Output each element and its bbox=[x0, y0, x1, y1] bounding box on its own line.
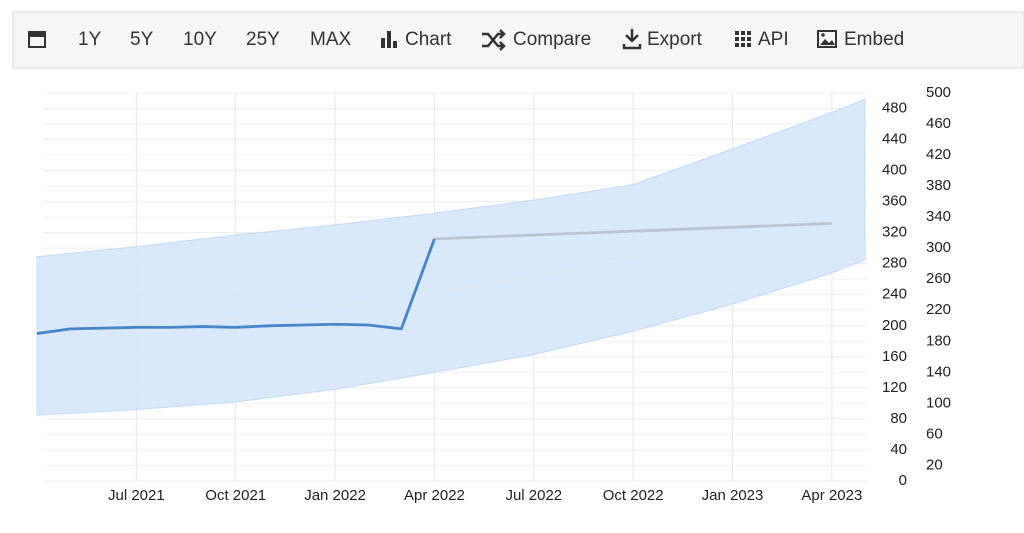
export-button[interactable]: Export bbox=[647, 29, 703, 50]
y2-tick-label: 180 bbox=[926, 332, 951, 349]
y-tick-label: 440 bbox=[882, 131, 907, 148]
plot: 0 40 80 120 160 200 240 280 320 360 400 440 480 20 60 1… bbox=[36, 84, 951, 504]
compare-icon bbox=[482, 29, 506, 51]
y-tick-label: 0 bbox=[899, 472, 907, 489]
y2-tick-label: 460 bbox=[926, 115, 951, 132]
x-tick-label: Jan 2023 bbox=[702, 487, 764, 504]
export-icon bbox=[622, 29, 642, 50]
range-5y[interactable]: 5Y bbox=[130, 29, 154, 50]
y2-tick-label: 20 bbox=[926, 456, 943, 473]
y2-tick-label: 60 bbox=[926, 425, 943, 442]
x-tick-label: Jul 2022 bbox=[505, 487, 562, 504]
x-tick-label: Jul 2021 bbox=[108, 487, 165, 504]
y-tick-label: 40 bbox=[890, 441, 907, 458]
series-line bbox=[434, 221, 832, 241]
api-button[interactable]: API bbox=[758, 29, 789, 50]
y2-tick-label: 500 bbox=[926, 84, 951, 101]
api-icon bbox=[735, 31, 751, 47]
y-tick-label: 160 bbox=[882, 348, 907, 365]
range-25y[interactable]: 25Y bbox=[246, 29, 280, 50]
range-1y[interactable]: 1Y bbox=[78, 29, 102, 50]
chart-icon bbox=[381, 31, 397, 48]
toolbar bbox=[12, 11, 1024, 69]
y2-tick-label: 260 bbox=[926, 270, 951, 287]
series-line bbox=[36, 238, 436, 335]
series-line bbox=[36, 178, 866, 337]
icon-bar bbox=[387, 31, 391, 48]
y2-tick-label: 300 bbox=[926, 239, 951, 256]
chart-button[interactable]: Chart bbox=[405, 29, 452, 50]
embed-icon bbox=[817, 30, 837, 48]
calendar-face bbox=[30, 37, 44, 46]
y2-tick-label: 220 bbox=[926, 301, 951, 318]
x-tick-label: Jan 2022 bbox=[304, 487, 366, 504]
y2-tick-label: 420 bbox=[926, 146, 951, 163]
y-tick-label: 480 bbox=[882, 99, 907, 116]
y-tick-label: 280 bbox=[882, 255, 907, 272]
y-tick-label: 200 bbox=[882, 317, 907, 334]
y2-tick-label: 140 bbox=[926, 363, 951, 380]
y-tick-label: 320 bbox=[882, 224, 907, 241]
y-tick-label: 80 bbox=[890, 410, 907, 427]
embed-button[interactable]: Embed bbox=[844, 29, 904, 50]
y-tick-label: 120 bbox=[882, 379, 907, 396]
y-tick-label: 400 bbox=[882, 162, 907, 179]
icon-bar bbox=[381, 38, 385, 48]
x-tick-label: Apr 2022 bbox=[404, 487, 465, 504]
compare-button[interactable]: Compare bbox=[513, 29, 591, 50]
range-10y[interactable]: 10Y bbox=[183, 29, 217, 50]
icon-bar bbox=[393, 41, 397, 48]
x-tick-label: Oct 2022 bbox=[603, 487, 664, 504]
y-tick-label: 240 bbox=[882, 286, 907, 303]
forecast-band bbox=[36, 98, 866, 416]
y-tick-label: 360 bbox=[882, 193, 907, 210]
x-tick-label: Apr 2023 bbox=[801, 487, 862, 504]
y2-tick-label: 100 bbox=[926, 394, 951, 411]
x-tick-label: Oct 2021 bbox=[205, 487, 266, 504]
range-max[interactable]: MAX bbox=[310, 29, 352, 50]
y2-tick-label: 380 bbox=[926, 177, 951, 194]
y2-tick-label: 340 bbox=[926, 208, 951, 225]
calendar-icon[interactable] bbox=[28, 31, 46, 48]
